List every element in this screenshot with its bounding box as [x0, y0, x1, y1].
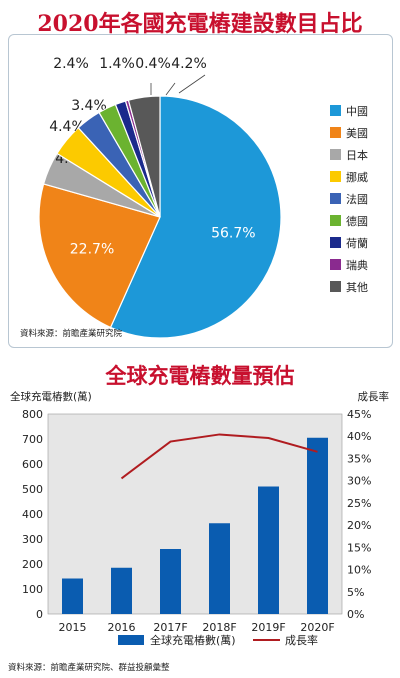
right-tick-label: 10%	[347, 564, 371, 577]
left-tick-label: 700	[22, 433, 43, 446]
right-tick-label: 35%	[347, 452, 371, 465]
left-tick-label: 100	[22, 583, 43, 596]
right-tick-label: 15%	[347, 541, 371, 554]
bar-2016	[111, 567, 132, 614]
x-tick-label: 2020F	[300, 621, 334, 634]
right-axis-title: 成長率	[358, 390, 390, 403]
bar-2020F	[307, 437, 328, 614]
left-tick-label: 200	[22, 558, 43, 571]
pie-slice-label: 0.4%	[135, 56, 171, 72]
bar-chart-title: 全球充電樁數量預估	[105, 364, 295, 388]
pie-slice-2	[38, 183, 161, 329]
legend-label: 挪威	[346, 170, 368, 184]
pie-chart: 56.7%22.7%4.4%4.4%3.4%2.4%1.4%0.4%4.2%中國…	[38, 56, 368, 339]
legend-swatch	[330, 215, 341, 226]
legend-label: 瑞典	[346, 258, 368, 272]
pie-slice-label: 1.4%	[99, 56, 135, 72]
bar-chart-panel: 全球充電樁數(萬) 成長率 0 100 200 300 400 500 600 700 800 0% 5…	[8, 388, 391, 656]
legend-swatch	[330, 281, 341, 292]
left-tick-label: 0	[36, 608, 43, 621]
pie-chart-title: 2020年各國充電樁建設數目占比	[37, 11, 363, 37]
right-tick-label: 0%	[347, 608, 364, 621]
bar-2019F	[258, 486, 279, 614]
pie-slice-label: 4.4%	[49, 119, 85, 135]
left-tick-label: 300	[22, 533, 43, 546]
left-tick-label: 400	[22, 508, 43, 521]
pie-slice-9	[127, 95, 161, 218]
legend-label: 日本	[346, 148, 368, 162]
legend-label: 德國	[346, 214, 368, 228]
right-tick-label: 40%	[347, 430, 371, 443]
pie-leader-line	[178, 74, 206, 94]
legend-label: 荷蘭	[346, 237, 368, 250]
legend-swatch	[330, 193, 341, 204]
legend-label: 美國	[346, 127, 368, 140]
left-tick-label: 500	[22, 483, 43, 496]
legend-label: 法國	[346, 192, 368, 206]
pie-leader-line	[165, 82, 176, 96]
legend-bar-swatch	[118, 635, 144, 645]
legend-swatch	[330, 127, 341, 138]
right-tick-label: 25%	[347, 497, 371, 510]
right-tick-label: 20%	[347, 519, 371, 532]
legend-label: 中國	[346, 105, 368, 118]
x-tick-label: 2015	[59, 621, 87, 634]
bar-2018F	[209, 523, 230, 614]
pie-chart-panel: 56.7%22.7%4.4%4.4%3.4%2.4%1.4%0.4%4.2%中國…	[8, 34, 393, 348]
pie-slice-label: 2.4%	[53, 56, 89, 72]
x-tick-label: 2017F	[153, 621, 187, 634]
pie-slice-label: 3.4%	[71, 98, 107, 114]
legend-swatch	[330, 105, 341, 116]
right-tick-label: 5%	[347, 586, 364, 599]
plot-area	[47, 413, 343, 615]
right-tick-label: 30%	[347, 475, 371, 488]
right-tick-label: 45%	[347, 408, 371, 421]
legend-swatch	[330, 259, 341, 270]
pie-slice-label: 22.7%	[70, 242, 114, 258]
x-tick-label: 2019F	[251, 621, 285, 634]
legend-swatch	[330, 149, 341, 160]
left-tick-label: 600	[22, 458, 43, 471]
left-axis-title: 全球充電樁數(萬)	[10, 390, 92, 403]
bar-2017F	[160, 549, 181, 614]
legend-label: 其他	[346, 281, 368, 294]
pie-source-note: 資料來源：前瞻產業研究院	[20, 329, 123, 339]
growth-rate-line	[120, 433, 318, 480]
legend-bar-label: 全球充電樁數(萬)	[150, 633, 236, 647]
legend-swatch	[330, 237, 341, 248]
pie-slice-label: 56.7%	[211, 226, 255, 242]
left-tick-label: 800	[22, 408, 43, 421]
legend-swatch	[330, 171, 341, 182]
x-tick-label: 2016	[108, 621, 136, 634]
pie-slice-label: 4.2%	[171, 56, 207, 72]
legend-line-label: 成長率	[285, 633, 318, 647]
x-tick-label: 2018F	[202, 621, 236, 634]
bar-line-chart: 全球充電樁數(萬) 成長率 0 100 200 300 400 500 600 700 800 0% 5…	[10, 390, 390, 647]
pie-slice-1	[109, 95, 282, 339]
bar-source-note: 資料來源：前瞻產業研究院、群益投顧彙整	[8, 663, 170, 673]
bar-2015	[62, 578, 83, 614]
